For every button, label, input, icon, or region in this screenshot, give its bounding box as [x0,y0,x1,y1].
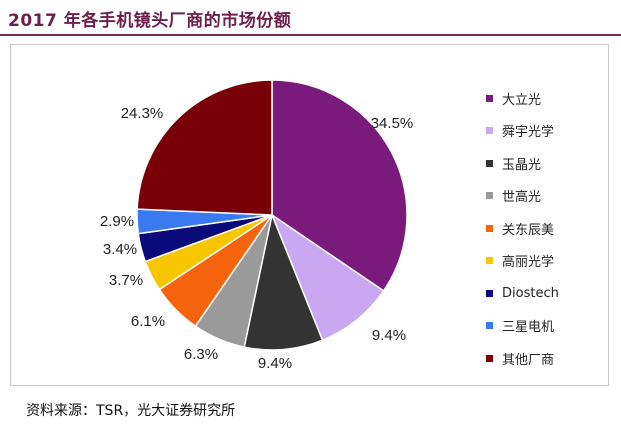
legend-swatch [486,127,493,135]
slice-data-label: 3.4% [103,241,137,258]
legend-item: 世高光 [486,180,606,213]
legend-swatch [486,354,493,362]
legend-swatch [486,192,493,200]
source-note: 资料来源：TSR，光大证券研究所 [26,403,236,419]
slice-data-label: 6.1% [131,313,165,330]
legend-label: 三星电机 [502,320,555,336]
chart-title: 2017 年各手机镜头厂商的市场份额 [8,11,292,31]
title-divider [0,34,621,36]
legend-swatch [486,322,493,330]
pie-slice-3 [243,212,324,351]
legend-item: 其他厂商 [486,342,606,375]
legend-swatch [486,94,493,102]
slice-data-label: 9.4% [372,327,406,344]
legend-label: Diostech [502,285,559,301]
legend-label: 大立光 [502,92,542,108]
legend-item: 三星电机 [486,310,606,343]
legend-item: 舜宇光学 [486,115,606,148]
slice-data-label: 34.5% [371,115,414,132]
slice-data-label: 24.3% [121,105,164,122]
legend-label: 高丽光学 [502,255,555,271]
legend-swatch [486,159,493,167]
chart-legend: 大立光舜宇光学玉晶光世高光关东辰美高丽光学 Diostech 三星电机其他厂商 [486,82,606,375]
slice-data-label: 6.3% [184,346,218,363]
pie-slice-9 [136,79,273,216]
slice-data-label: 3.7% [109,272,143,289]
pie-slice-2 [270,212,385,342]
slice-data-label: 2.9% [100,213,134,230]
legend-swatch [486,257,493,265]
legend-label: 玉晶光 [502,157,542,173]
legend-item: 玉晶光 [486,147,606,180]
legend-label: 关东辰美 [502,222,555,238]
legend-swatch [486,224,493,232]
legend-item: 高丽光学 [486,245,606,278]
pie-slice-1 [271,79,408,292]
slice-data-label: 9.4% [258,355,292,372]
legend-swatch [486,289,493,297]
legend-item: 大立光 [486,82,606,115]
legend-item: 关东辰美 [486,212,606,245]
legend-label: 世高光 [502,190,542,206]
legend-item: Diostech [486,277,606,310]
legend-label: 其他厂商 [502,352,555,368]
legend-label: 舜宇光学 [502,125,555,141]
